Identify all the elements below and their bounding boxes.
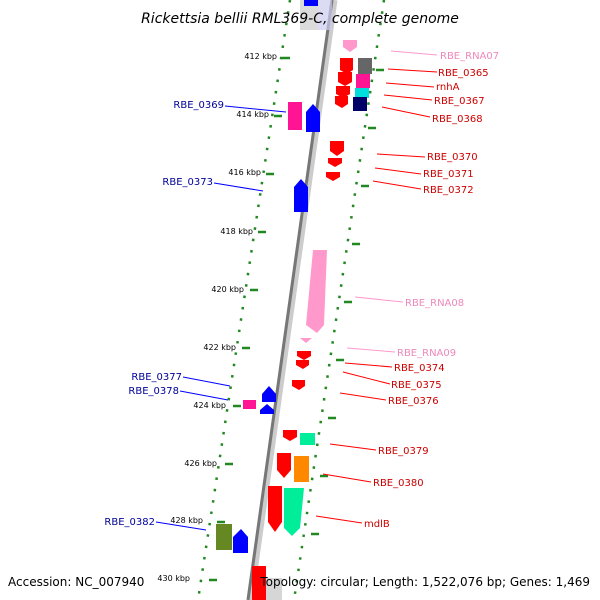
gene-0367 [335, 96, 348, 108]
leader-line [322, 473, 372, 483]
label-rbe-0369: RBE_0369 [173, 100, 224, 111]
gene-0365b [338, 72, 352, 86]
backbone-shadow [246, 0, 338, 600]
label-rbe-0372: RBE_0372 [423, 185, 474, 196]
tick-label-428: 428 kbp [170, 516, 203, 525]
gene-0371 [328, 158, 342, 167]
label-rbe-0365: RBE_0365 [438, 68, 489, 79]
label-rbe-0379: RBE_0379 [378, 446, 429, 457]
gene-rna08 [306, 250, 327, 333]
summary-text: Topology: circular; Length: 1,522,076 bp… [259, 575, 590, 589]
label-rbe-0376: RBE_0376 [388, 396, 439, 407]
leader-line [182, 376, 231, 387]
label-mdlb: mdlB [364, 519, 390, 530]
tick-label-426: 426 kbp [184, 459, 217, 468]
gene-0377 [262, 386, 276, 402]
gene-bottom-grey [266, 578, 282, 600]
label-rbe-0370: RBE_0370 [427, 152, 478, 163]
gene-cyan [355, 88, 369, 98]
label-rbe-0378: RBE_0378 [128, 386, 179, 397]
leader-line [372, 180, 422, 190]
accession-text: Accession: NC_007940 [8, 575, 144, 589]
gene-0365 [340, 58, 353, 74]
label-rbe-rna08: RBE_RNA08 [405, 298, 464, 309]
gene-0375 [296, 360, 309, 369]
label-rnha: rnhA [436, 82, 460, 93]
label-rbe-rna07: RBE_RNA07 [440, 51, 499, 62]
leader-line [390, 50, 438, 56]
leader-line [374, 167, 422, 175]
gene-0379-green [300, 433, 315, 445]
gene-block [318, 0, 332, 30]
gene-bottom-red [252, 566, 266, 600]
label-rbe-0373: RBE_0373 [162, 177, 213, 188]
scale-ticks [209, 56, 384, 582]
leader-line [224, 105, 287, 113]
leader-line [381, 106, 431, 118]
label-rbe-rna09: RBE_RNA09 [397, 348, 456, 359]
gene-magenta [356, 74, 370, 88]
label-rbe-0374: RBE_0374 [394, 363, 445, 374]
tick-label-430: 430 kbp [157, 574, 190, 583]
label-rbe-0368: RBE_0368 [432, 114, 483, 125]
leader-line [213, 182, 264, 192]
gene-mdlb [284, 488, 304, 536]
label-rbe-0382: RBE_0382 [104, 517, 155, 528]
leader-lines-right [315, 50, 438, 524]
map-title: Rickettsia bellii RML369-C, complete gen… [141, 11, 459, 27]
gene-rna09 [300, 338, 312, 343]
gene-0380-orange [294, 456, 309, 482]
leader-line [179, 390, 229, 401]
label-rbe-0375: RBE_0375 [391, 380, 442, 391]
gene-block [300, 0, 318, 30]
tick-label-414: 414 kbp [236, 110, 269, 119]
leader-line [155, 521, 207, 531]
backbone-line [246, 0, 334, 600]
leader-lines-left [155, 105, 287, 531]
tick-label-416: 416 kbp [228, 168, 261, 177]
gene-0378-magenta [243, 400, 256, 409]
gene-0378 [260, 404, 274, 414]
gene-0373 [294, 179, 308, 212]
leader-line [315, 515, 363, 524]
tick-label-420: 420 kbp [211, 285, 244, 294]
tick-label-412: 412 kbp [244, 52, 277, 61]
gene-0382-olive [216, 524, 232, 550]
leader-line [385, 82, 435, 88]
gene-0374 [297, 351, 311, 360]
leader-line [346, 347, 396, 353]
leader-line [344, 362, 393, 368]
label-rbe-0371: RBE_0371 [423, 169, 474, 180]
leader-line [342, 371, 391, 385]
tick-label-418: 418 kbp [220, 227, 253, 236]
leader-line [387, 68, 438, 73]
gene-rna07 [343, 40, 357, 52]
leader-line [383, 94, 433, 101]
gene-block [304, 0, 318, 6]
tick-label-424: 424 kbp [193, 401, 226, 410]
leader-line [354, 296, 404, 303]
label-rbe-0367: RBE_0367 [434, 96, 485, 107]
tick-label-422: 422 kbp [203, 343, 236, 352]
gene-0370 [330, 141, 344, 156]
leader-line [376, 153, 426, 158]
gene-0369 [306, 104, 320, 132]
gene-mdlb-red [268, 486, 282, 532]
gene-0372 [326, 172, 340, 181]
label-rbe-0377: RBE_0377 [131, 372, 182, 383]
gene-0380 [277, 453, 291, 478]
gene-0376 [292, 380, 305, 390]
gene-0382 [233, 529, 248, 553]
gene-grey [358, 58, 372, 74]
gene-0366 [336, 86, 350, 98]
gene-0369-magenta [288, 102, 302, 130]
gene-0379 [283, 430, 297, 441]
gene-navy [353, 97, 367, 111]
leader-line [329, 443, 377, 451]
label-rbe-0380: RBE_0380 [373, 478, 424, 489]
leader-line [339, 392, 387, 401]
